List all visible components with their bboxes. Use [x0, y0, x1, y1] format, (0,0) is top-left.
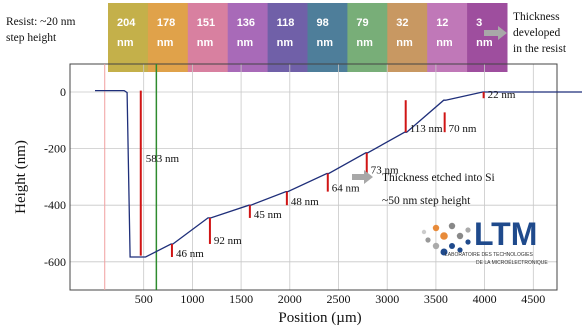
- stripe-thickness-value: 32: [396, 17, 408, 29]
- logo-dot: [432, 242, 440, 250]
- logo-dot: [457, 247, 463, 253]
- logo-dot: [448, 222, 456, 230]
- y-axis-title: Height (nm): [13, 140, 29, 214]
- stripe-thickness-value: 178: [157, 17, 175, 29]
- stripe-thickness-value: 118: [277, 17, 295, 29]
- y-tick-label: 0: [60, 85, 66, 99]
- plot-grid: [70, 64, 557, 290]
- x-tick-label: 1500: [229, 292, 253, 306]
- stripe-thickness-unit: nm: [317, 37, 334, 49]
- logo-dot: [440, 248, 448, 256]
- step-height-label: 22 nm: [488, 89, 516, 101]
- stripe-thickness-value: 151: [197, 17, 215, 29]
- etched-note: Thickness etched into Si: [382, 172, 495, 184]
- step-height-note: ~50 nm step height: [382, 195, 471, 207]
- stripe-thickness-unit: nm: [197, 37, 214, 49]
- x-axis-title: Position (µm): [278, 310, 361, 326]
- stripe-thickness-unit: nm: [476, 37, 493, 49]
- step-height-label: 64 nm: [332, 183, 360, 195]
- x-tick-label: 500: [135, 292, 153, 306]
- stripe-thickness-value: 79: [356, 17, 368, 29]
- logo-dot: [421, 229, 427, 235]
- x-tick-label: 2000: [278, 292, 302, 306]
- developed-note-line3: in the resist: [513, 43, 567, 55]
- step-height-label: 113 nm: [410, 123, 443, 135]
- logo-dots-icon: [421, 222, 471, 256]
- axis-ticks: 500 1000 1500 2000 2500 3000 3500 4000 4500 0 -200…: [44, 85, 545, 306]
- resist-note-line1: Resist: ~20 nm: [6, 16, 76, 28]
- resist-stripe-segment: [227, 3, 269, 72]
- y-tick-label: -200: [44, 142, 66, 156]
- stripe-thickness-unit: nm: [117, 37, 134, 49]
- step-height-label: 73 nm: [371, 165, 399, 177]
- resist-stripe-segment: [307, 3, 348, 72]
- y-tick-label: -400: [44, 198, 66, 212]
- plot-frame: [69, 63, 558, 291]
- position-markers: [104, 64, 158, 290]
- logo-dot: [425, 237, 431, 243]
- developed-arrow: [484, 26, 507, 40]
- resist-thickness-stripe: 204 nm 178 nm 151 nm 136 nm 118 nm 98 nm 79 nm 32 nm 12 n…: [108, 3, 508, 72]
- stripe-thickness-unit: nm: [356, 37, 373, 49]
- ltm-logo: LTM LABORATOIRE DES TECHNOLOGIES DE LA M…: [421, 216, 548, 266]
- logo-dot: [465, 227, 471, 233]
- logo-wordmark: LTM: [474, 216, 537, 252]
- height-trace-line: [95, 89, 582, 258]
- step-height-label: 583 nm: [146, 153, 180, 165]
- stripe-thickness-unit: nm: [396, 37, 413, 49]
- step-height-label: 46 nm: [176, 248, 204, 260]
- resist-stripe-segment: [267, 3, 308, 72]
- step-height-label: 92 nm: [214, 235, 242, 247]
- stripe-thickness-value: 204: [117, 17, 136, 29]
- step-height-label: 45 nm: [254, 209, 282, 221]
- stripe-thickness-unit: nm: [157, 37, 174, 49]
- stripe-thickness-unit: nm: [277, 37, 294, 49]
- y-tick-label: -600: [44, 255, 66, 269]
- etched-arrow: [352, 170, 373, 184]
- x-tick-label: 2500: [327, 292, 351, 306]
- step-annotations: 583 nm 46 nm 92 nm 45 nm 48 nm 64 nm 73 nm 113 …: [139, 89, 516, 260]
- resist-stripe-segment: [347, 3, 388, 72]
- logo-dot: [440, 232, 448, 240]
- logo-dot: [449, 243, 455, 249]
- x-tick-label: 1000: [180, 292, 204, 306]
- stripe-thickness-unit: nm: [237, 37, 254, 49]
- logo-dot: [432, 224, 440, 232]
- developed-note-line1: Thickness: [513, 11, 560, 23]
- stripe-thickness-value: 3: [476, 17, 482, 29]
- stripe-thickness-value: 12: [436, 17, 448, 29]
- step-height-label: 48 nm: [291, 196, 319, 208]
- logo-dot: [465, 239, 471, 245]
- logo-subtitle-line1: LABORATOIRE DES TECHNOLOGIES: [445, 252, 533, 258]
- x-tick-label: 3000: [375, 292, 399, 306]
- x-tick-label: 4500: [521, 292, 545, 306]
- step-height-label: 70 nm: [449, 123, 477, 135]
- logo-subtitle-line2: DE LA MICROÉLECTRONIQUE: [476, 259, 548, 266]
- stripe-thickness-unit: nm: [436, 37, 453, 49]
- x-tick-label: 4000: [473, 292, 497, 306]
- developed-note-line2: developed: [513, 27, 561, 39]
- resist-stripe-segment: [187, 3, 229, 72]
- logo-dot: [456, 232, 464, 240]
- resist-note-line2: step height: [6, 32, 57, 44]
- x-tick-label: 3500: [424, 292, 448, 306]
- height-trace: [95, 89, 582, 258]
- resist-stripe-segment: [108, 3, 149, 72]
- stripe-thickness-value: 136: [237, 17, 255, 29]
- resist-stripe-segment: [147, 3, 189, 72]
- resist-stripe-segment: [427, 3, 468, 72]
- stripe-thickness-value: 98: [317, 17, 329, 29]
- resist-stripe-segment: [387, 3, 428, 72]
